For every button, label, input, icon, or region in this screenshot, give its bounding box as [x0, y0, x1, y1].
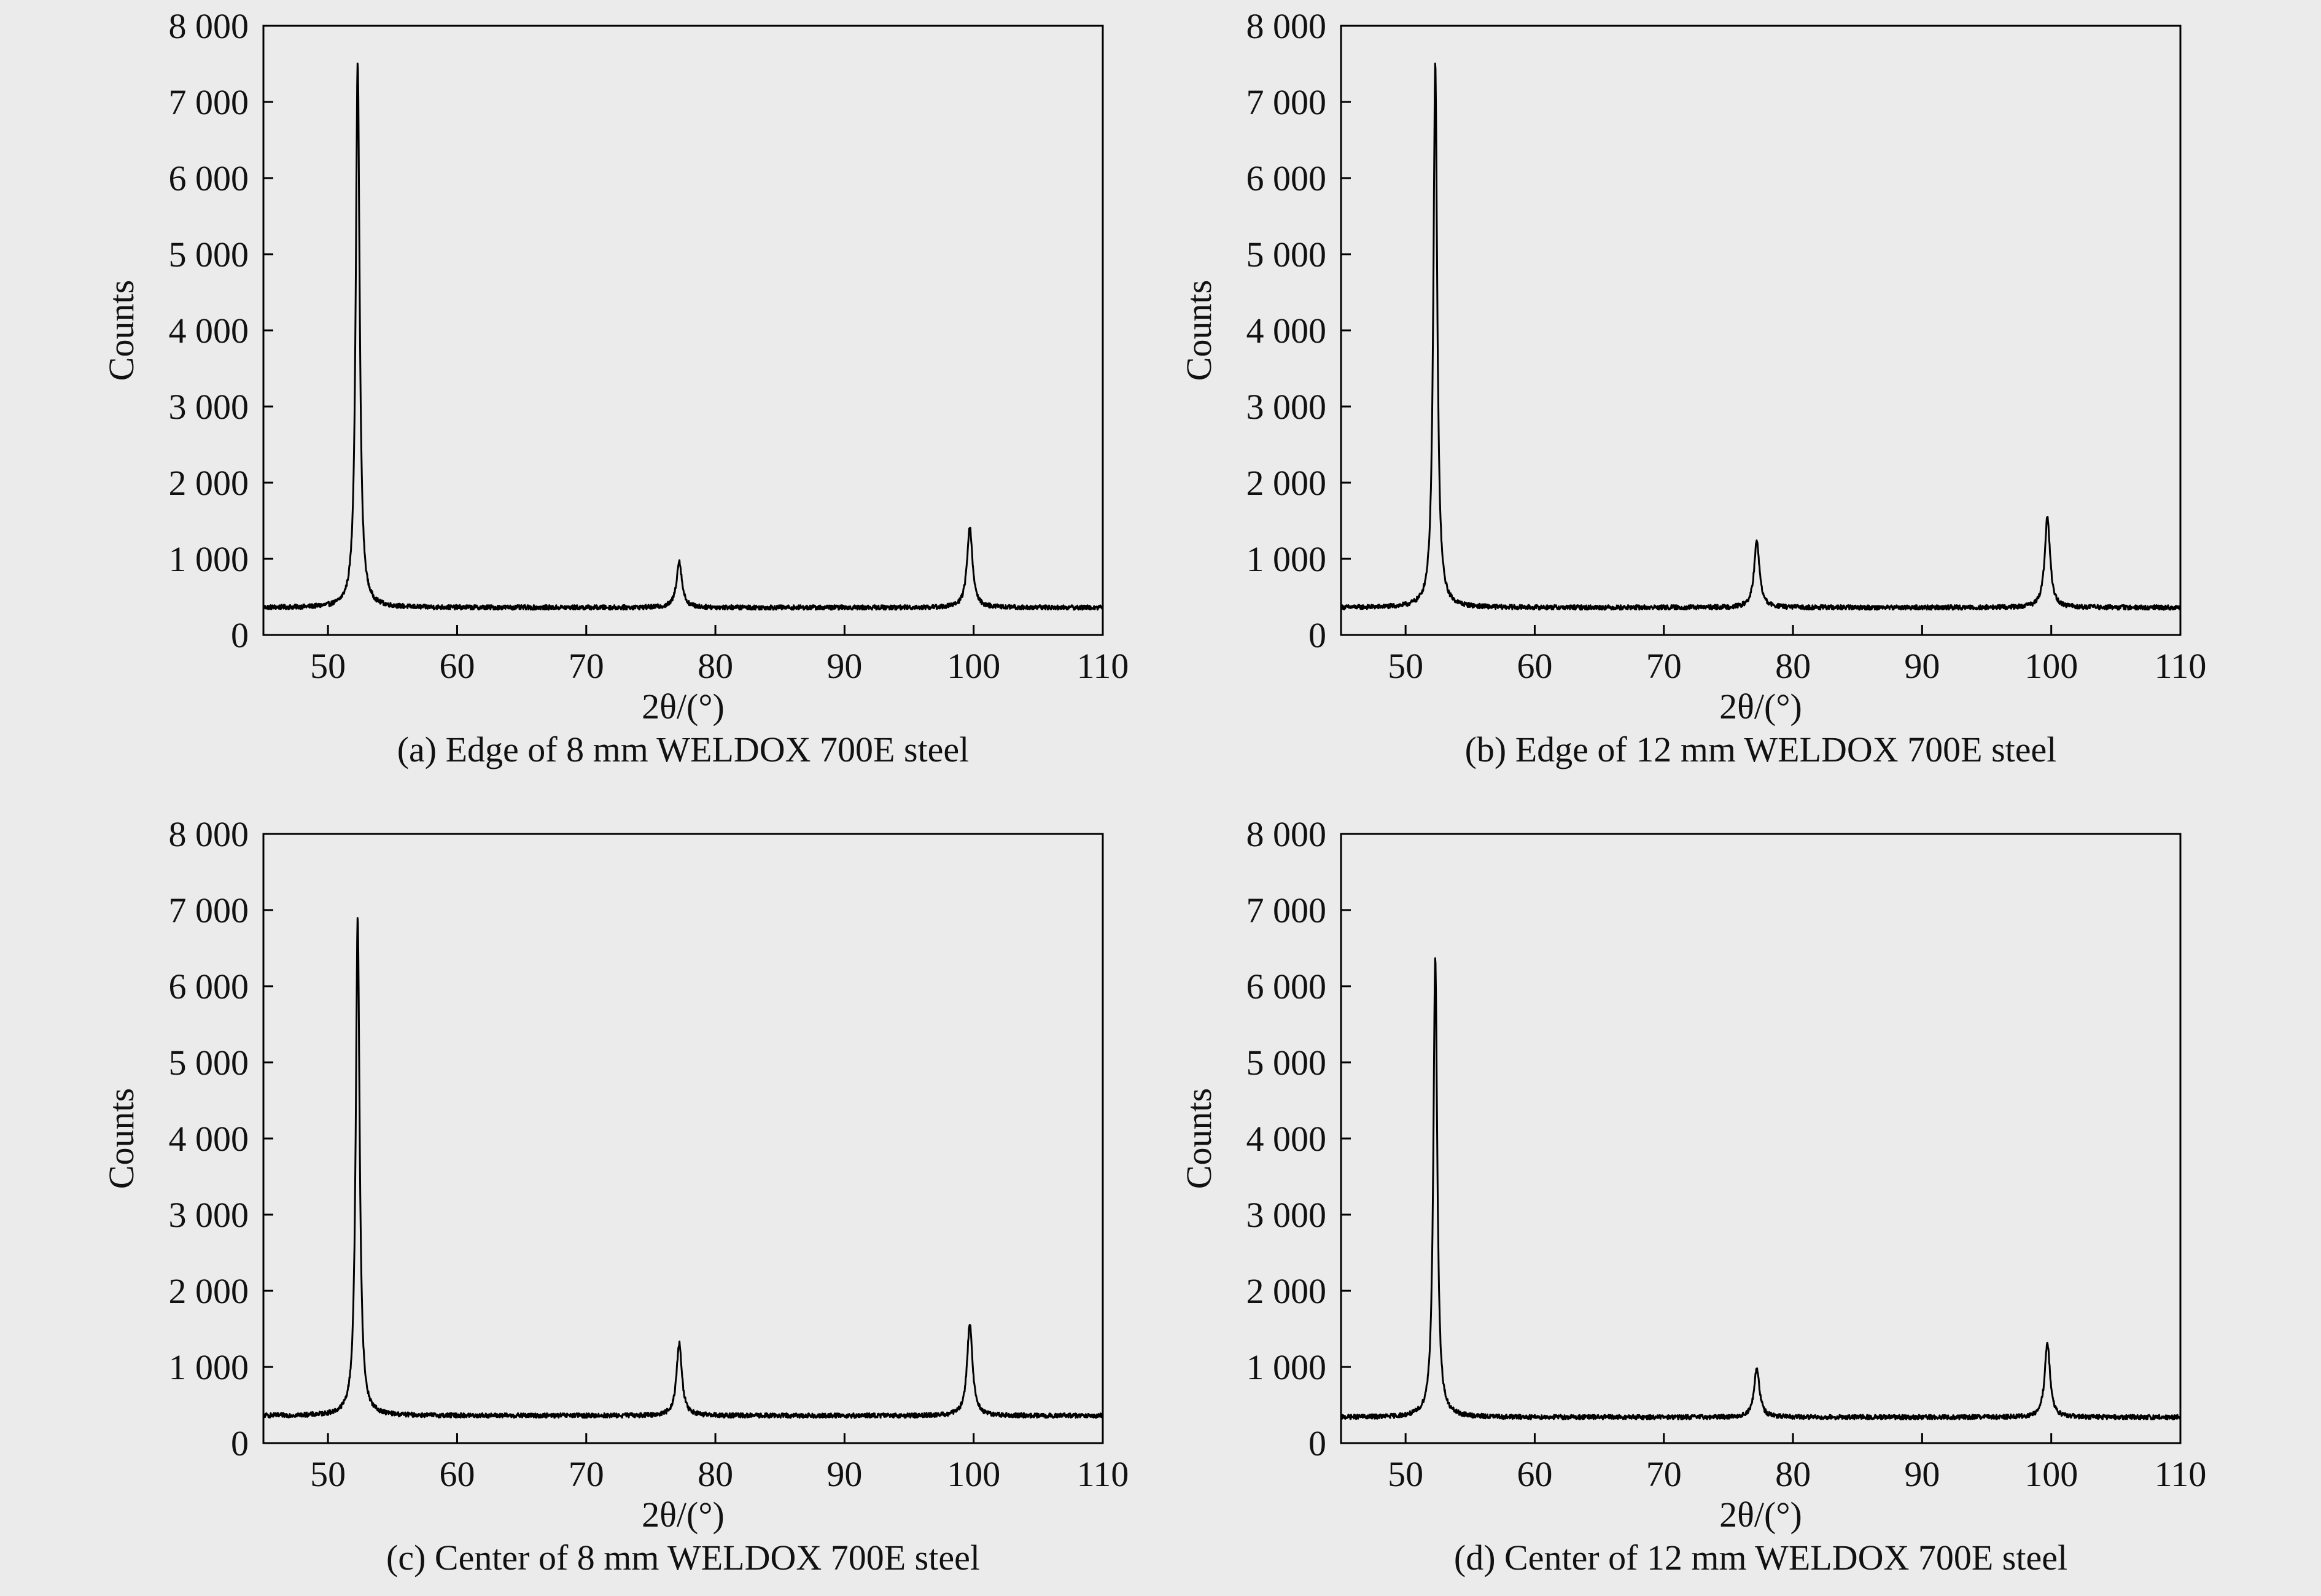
x-tick-label: 100 — [2024, 646, 2078, 686]
y-axis-title: Counts — [101, 1088, 141, 1189]
x-tick-label: 80 — [1775, 646, 1811, 686]
panel-caption: (b) Edge of 12 mm WELDOX 700E steel — [1465, 730, 2057, 769]
y-tick-label: 7 000 — [169, 82, 249, 122]
x-tick-label: 80 — [1775, 1454, 1811, 1494]
y-tick-label: 3 000 — [169, 1195, 249, 1235]
xrd-series-line — [263, 918, 1103, 1418]
y-tick-label: 8 000 — [169, 6, 249, 46]
y-axis-title: Counts — [1179, 280, 1219, 381]
y-tick-label: 8 000 — [169, 814, 249, 854]
y-tick-label: 2 000 — [1246, 463, 1327, 503]
x-tick-label: 50 — [310, 646, 346, 686]
x-tick-label: 100 — [947, 1454, 1000, 1494]
plot-frame — [263, 26, 1103, 635]
x-tick-label: 70 — [1646, 646, 1682, 686]
y-tick-label: 6 000 — [169, 967, 249, 1006]
x-axis-title: 2θ/(°) — [1719, 1495, 1802, 1535]
y-tick-label: 6 000 — [1246, 158, 1327, 198]
y-tick-label: 8 000 — [1246, 6, 1327, 46]
y-tick-label: 0 — [231, 615, 249, 655]
x-axis-title: 2θ/(°) — [1719, 687, 1802, 726]
y-tick-label: 1 000 — [1246, 539, 1327, 579]
xrd-series-line — [1341, 959, 2180, 1420]
x-tick-label: 60 — [439, 646, 475, 686]
y-tick-label: 3 000 — [1246, 387, 1327, 427]
y-tick-label: 4 000 — [169, 311, 249, 351]
y-tick-label: 0 — [1308, 1423, 1326, 1463]
x-tick-label: 110 — [2155, 1454, 2207, 1494]
x-tick-label: 110 — [1077, 646, 1129, 686]
panel-a: 50 60 70 80 90 100 110 0 1 000 2 000 3 000 4 000 5 0… — [101, 6, 1129, 769]
y-tick-label: 6 000 — [1246, 967, 1327, 1006]
y-tick-label: 3 000 — [1246, 1195, 1327, 1235]
x-tick-label: 100 — [947, 646, 1000, 686]
x-tick-label: 110 — [1077, 1454, 1129, 1494]
y-tick-label: 4 000 — [1246, 1119, 1327, 1159]
panel-d: 50 60 70 80 90 100 110 0 1 000 2 000 3 000 4 000 5 0… — [1179, 814, 2206, 1578]
y-tick-label: 5 000 — [1246, 235, 1327, 274]
y-tick-label: 7 000 — [1246, 82, 1327, 122]
plot-frame — [1341, 834, 2180, 1443]
y-tick-label: 4 000 — [169, 1119, 249, 1159]
y-tick-label: 6 000 — [169, 158, 249, 198]
x-tick-label: 110 — [2155, 646, 2207, 686]
y-tick-label: 2 000 — [1246, 1271, 1327, 1311]
x-tick-label: 50 — [1388, 646, 1423, 686]
xrd-series-line — [263, 63, 1103, 610]
y-tick-label: 0 — [231, 1423, 249, 1463]
y-axis-title: Counts — [101, 280, 141, 381]
panel-caption: (c) Center of 8 mm WELDOX 700E steel — [386, 1538, 980, 1578]
x-tick-label: 60 — [439, 1454, 475, 1494]
x-tick-label: 60 — [1517, 646, 1552, 686]
y-tick-label: 2 000 — [169, 463, 249, 503]
y-tick-label: 7 000 — [169, 890, 249, 930]
y-tick-label: 8 000 — [1246, 814, 1327, 854]
y-tick-label: 4 000 — [1246, 311, 1327, 351]
y-axis-title: Counts — [1179, 1088, 1219, 1189]
y-tick-label: 2 000 — [169, 1271, 249, 1311]
y-tick-label: 3 000 — [169, 387, 249, 427]
x-tick-label: 70 — [1646, 1454, 1682, 1494]
x-tick-label: 90 — [1904, 646, 1940, 686]
x-tick-label: 90 — [826, 646, 862, 686]
y-tick-label: 1 000 — [1246, 1347, 1327, 1387]
x-tick-label: 70 — [569, 646, 604, 686]
panel-caption: (d) Center of 12 mm WELDOX 700E steel — [1454, 1538, 2067, 1578]
plot-frame — [263, 834, 1103, 1443]
x-tick-label: 90 — [826, 1454, 862, 1494]
y-tick-label: 7 000 — [1246, 890, 1327, 930]
x-axis-title: 2θ/(°) — [642, 1495, 725, 1535]
panel-c: 50 60 70 80 90 100 110 0 1 000 2 000 3 000 4 000 5 0… — [101, 814, 1129, 1578]
x-tick-label: 80 — [698, 646, 733, 686]
panel-caption: (a) Edge of 8 mm WELDOX 700E steel — [397, 730, 970, 769]
y-tick-label: 1 000 — [169, 1347, 249, 1387]
x-axis-title: 2θ/(°) — [642, 687, 725, 726]
y-tick-label: 5 000 — [169, 1043, 249, 1083]
x-tick-label: 60 — [1517, 1454, 1552, 1494]
panel-b: 50 60 70 80 90 100 110 0 1 000 2 000 3 000 4 000 5 0… — [1179, 6, 2206, 769]
plot-frame — [1341, 26, 2180, 635]
y-tick-label: 1 000 — [169, 539, 249, 579]
y-tick-label: 0 — [1308, 615, 1326, 655]
y-tick-label: 5 000 — [1246, 1043, 1327, 1083]
x-tick-label: 100 — [2024, 1454, 2078, 1494]
y-tick-label: 5 000 — [169, 235, 249, 274]
x-tick-label: 50 — [1388, 1454, 1423, 1494]
x-tick-label: 50 — [310, 1454, 346, 1494]
x-tick-label: 90 — [1904, 1454, 1940, 1494]
xrd-series-line — [1341, 63, 2180, 610]
x-tick-label: 70 — [569, 1454, 604, 1494]
x-tick-label: 80 — [698, 1454, 733, 1494]
